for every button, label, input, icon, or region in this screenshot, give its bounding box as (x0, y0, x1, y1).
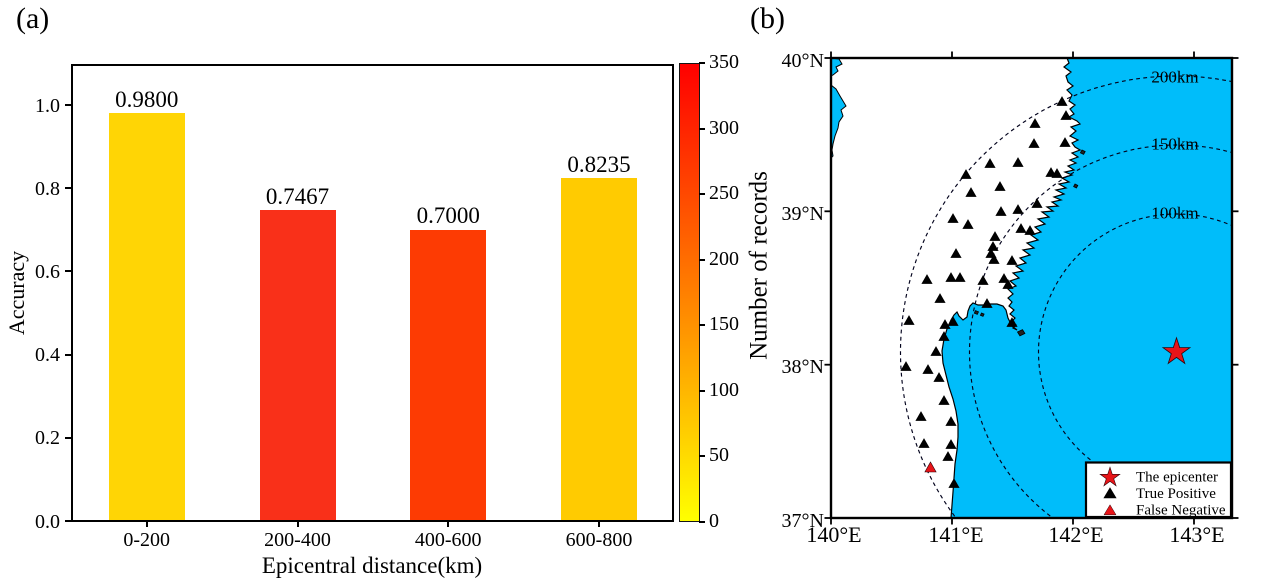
svg-text:False Negative: False Negative (1136, 503, 1226, 519)
svg-text:200km: 200km (1151, 68, 1198, 87)
svg-text:150km: 150km (1151, 135, 1198, 154)
svg-text:True Positive: True Positive (1136, 486, 1216, 502)
svg-text:The epicenter: The epicenter (1136, 470, 1218, 486)
svg-text:100km: 100km (1151, 204, 1198, 223)
